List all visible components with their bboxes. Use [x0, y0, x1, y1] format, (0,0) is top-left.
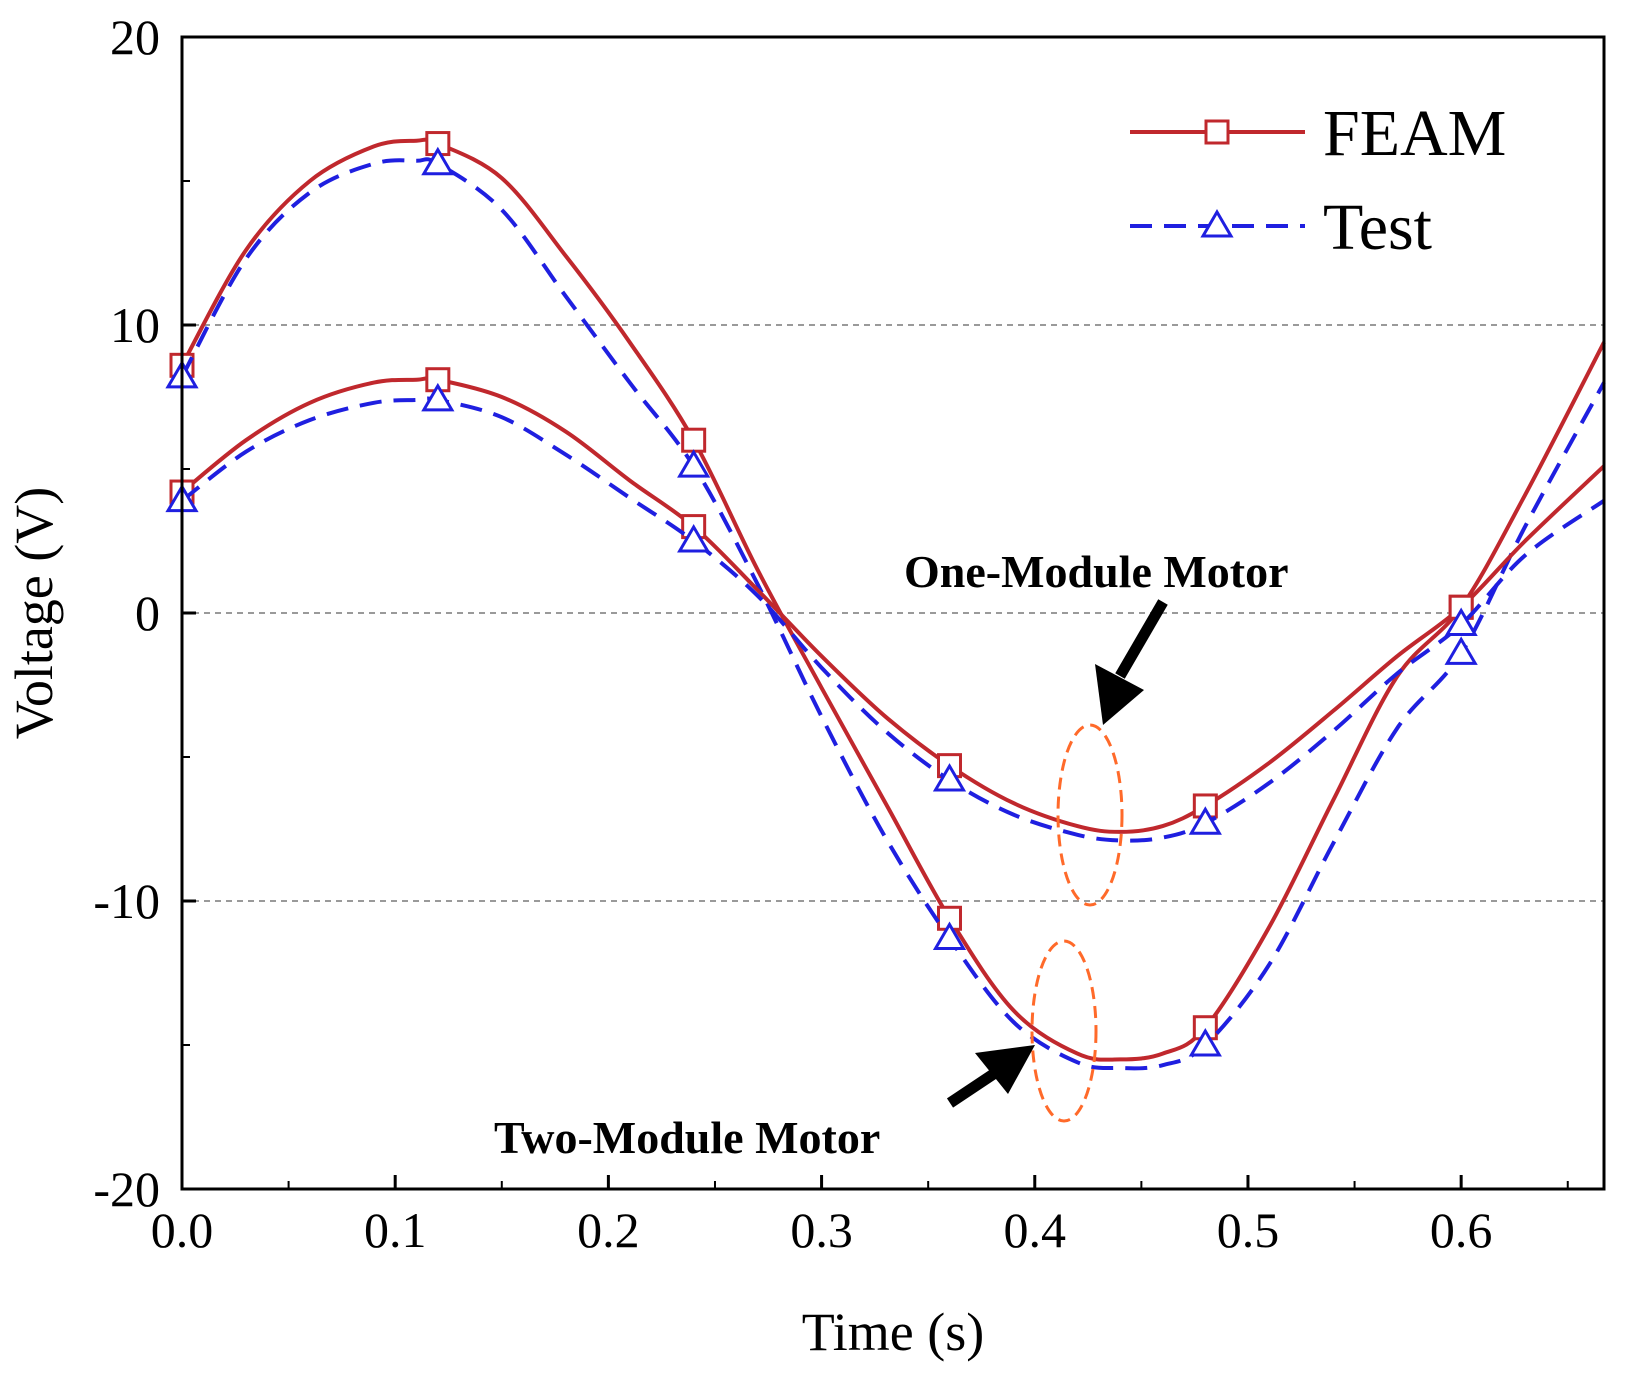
series-line-one-module-motorfeam — [180, 376, 1606, 834]
marker-square-two-module-motorfeam-2 — [681, 427, 707, 453]
ticks: 0.0 0.1 0.2 0.3 0.4 0.5 0.6 -20 -10 0 10 20 — [93, 9, 1569, 1258]
one-module-ellipse — [1056, 723, 1124, 907]
y-tick-label-1: -10 — [93, 873, 160, 929]
y-tick-label-0: -20 — [93, 1161, 160, 1217]
legend-test-marker — [1200, 209, 1234, 238]
one-module-label: One-Module Motor — [904, 546, 1289, 597]
two-module-ellipse — [1030, 939, 1098, 1123]
x-tick-label-0: 0.0 — [151, 1202, 214, 1258]
marker-triangle-two-module-motortest-2 — [677, 449, 711, 478]
two-module-arrow-shaft — [946, 1068, 999, 1108]
marker-triangle-two-module-motortest-3 — [932, 921, 967, 950]
marker-triangle-one-module-motortest-2 — [677, 524, 711, 553]
legend-feam-marker — [1204, 119, 1230, 145]
x-tick-label-6: 0.6 — [1430, 1202, 1493, 1258]
grid-lines — [182, 324, 1604, 902]
one-module-arrow-shaft — [1115, 599, 1168, 679]
x-tick-label-3: 0.3 — [790, 1202, 853, 1258]
legend-feam-label: FEAM — [1323, 97, 1506, 170]
x-tick-label-1: 0.1 — [364, 1202, 427, 1258]
marker-triangle-one-module-motortest-5 — [1444, 607, 1478, 637]
x-tick-label-2: 0.2 — [577, 1202, 640, 1258]
y-tick-label-3: 10 — [110, 297, 160, 353]
marker-triangle-one-module-motortest-1 — [421, 382, 455, 412]
legend: FEAM Test — [1130, 97, 1506, 264]
series-layer — [165, 131, 1606, 1071]
marker-triangle-two-module-motortest-5 — [1444, 636, 1478, 665]
two-module-arrow-head — [975, 1045, 1035, 1094]
series-line-one-module-motortest — [180, 396, 1606, 843]
x-tick-label-4: 0.4 — [1004, 1202, 1067, 1258]
two-module-label: Two-Module Motor — [494, 1112, 880, 1163]
y-axis-title: Voltage (V) — [4, 487, 64, 739]
marker-triangle-one-module-motortest-4 — [1188, 806, 1222, 835]
annotations: One-Module Motor Two-Module Motor — [494, 546, 1289, 1163]
x-tick-label-5: 0.5 — [1217, 1202, 1280, 1258]
marker-triangle-two-module-motortest-4 — [1188, 1028, 1222, 1057]
y-tick-label-2: 0 — [135, 585, 160, 641]
one-module-arrow-head — [1095, 664, 1144, 725]
series-line-two-module-motortest — [180, 157, 1606, 1071]
legend-test-label: Test — [1323, 191, 1432, 264]
y-tick-label-4: 20 — [110, 9, 160, 65]
marker-triangle-two-module-motortest-1 — [421, 146, 455, 176]
x-axis-title: Time (s) — [802, 1302, 985, 1362]
series-line-two-module-motorfeam — [180, 137, 1606, 1062]
marker-triangle-one-module-motortest-3 — [932, 763, 967, 792]
